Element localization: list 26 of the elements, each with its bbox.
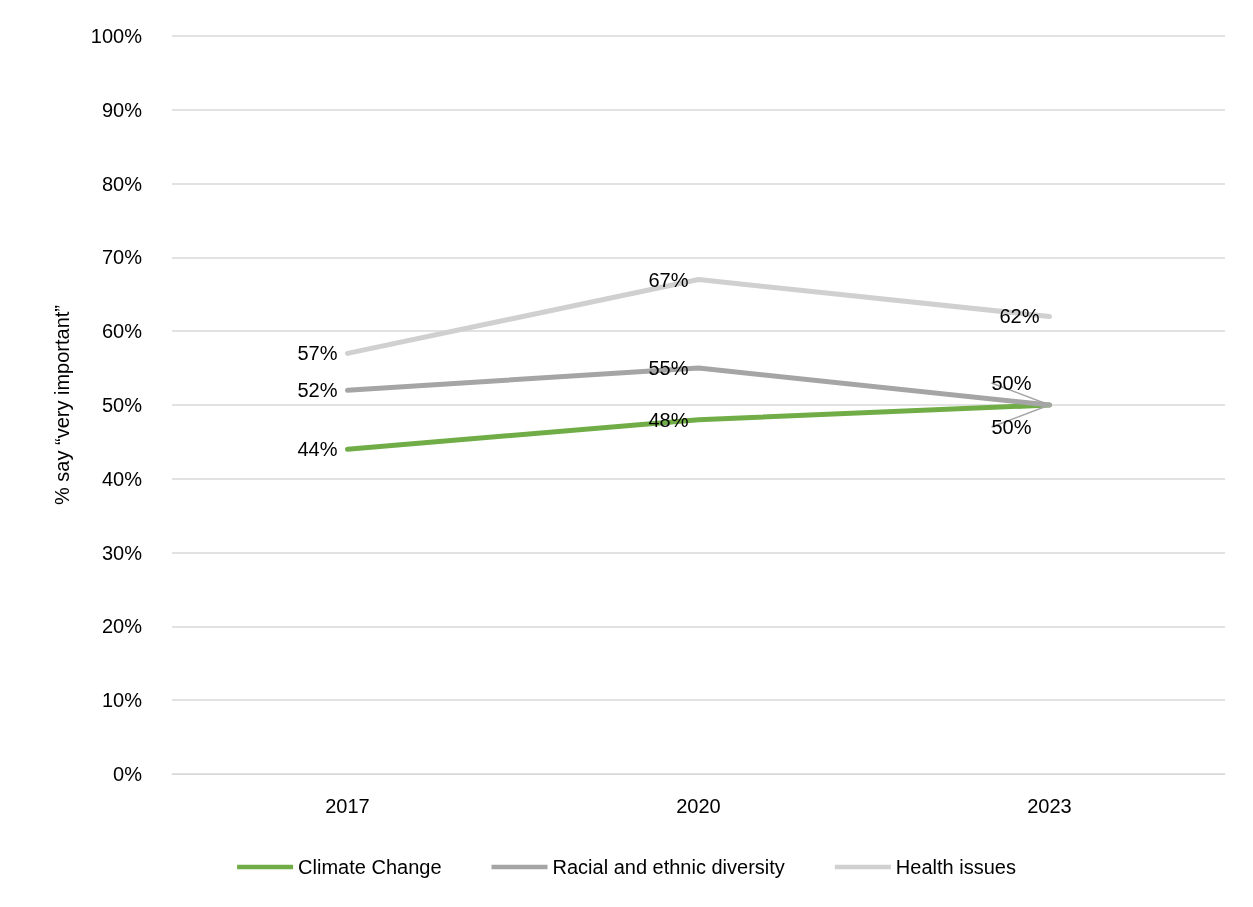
legend-label: Health issues — [895, 856, 1016, 878]
y-tick-label: 50% — [101, 394, 143, 416]
x-tick-label: 2020 — [676, 795, 721, 817]
data-label: 57% — [297, 342, 338, 365]
y-tick-label: 30% — [101, 541, 143, 564]
data-label: 62% — [999, 305, 1040, 328]
y-tick-label: 100% — [90, 25, 143, 47]
y-tick-label: 10% — [101, 689, 143, 712]
y-tick-label: 60% — [101, 320, 143, 343]
data-label: 44% — [297, 438, 338, 461]
y-tick-label: 70% — [101, 246, 143, 269]
y-tick-label: 40% — [101, 467, 143, 490]
y-tick-label: 80% — [101, 172, 143, 195]
x-tick-label: 2017 — [325, 795, 370, 817]
data-label: 52% — [297, 379, 338, 402]
data-label: 50% — [991, 416, 1032, 438]
y-tick-label: 90% — [101, 98, 143, 121]
legend-label: Climate Change — [298, 856, 442, 878]
data-label: 55% — [648, 357, 689, 380]
y-tick-label: 20% — [101, 615, 143, 638]
y-axis-title: % say “very important” — [51, 304, 73, 506]
x-tick-label: 2023 — [1027, 795, 1072, 817]
data-label: 67% — [648, 268, 689, 291]
legend-label: Racial and ethnic diversity — [552, 856, 785, 878]
y-tick-label: 0% — [113, 763, 143, 785]
data-label: 50% — [991, 372, 1032, 394]
